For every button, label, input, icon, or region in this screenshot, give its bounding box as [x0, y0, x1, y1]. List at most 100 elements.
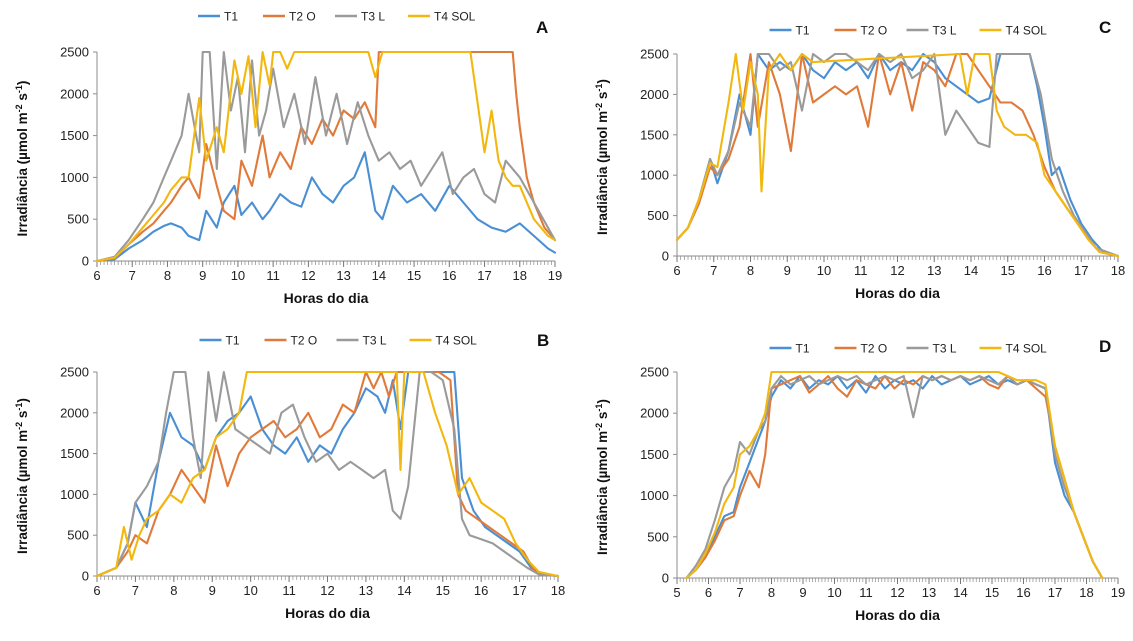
- legend-label: T4 SOL: [436, 334, 478, 348]
- series-line-t3-l: [95, 370, 560, 578]
- x-tick-label: 5: [673, 585, 680, 600]
- y-axis-title-part: -2: [594, 423, 604, 431]
- legend-label: T3 L: [933, 342, 957, 356]
- y-axis-title-part: s: [595, 412, 610, 423]
- y-axis-title-part: ): [595, 79, 610, 84]
- y-tick-label: 2000: [60, 405, 89, 420]
- y-tick-label: 2000: [640, 406, 669, 421]
- y-axis-title: Irradiância (µmol m-2 s-1): [594, 399, 610, 555]
- x-axis-title: Horas do dia: [855, 285, 940, 301]
- x-tick-label: 7: [710, 263, 717, 278]
- x-tick-label: 18: [551, 583, 565, 598]
- x-tick-label: 11: [282, 583, 296, 598]
- series-line-t1: [95, 370, 560, 578]
- x-tick-label: 12: [301, 268, 315, 283]
- y-tick-label: 2000: [640, 87, 669, 102]
- x-tick-label: 15: [436, 583, 450, 598]
- x-tick-label: 6: [705, 585, 712, 600]
- x-tick-label: 9: [799, 585, 806, 600]
- series-line-t2-o: [95, 370, 560, 578]
- y-tick-label: 0: [82, 254, 89, 269]
- y-axis-title-part: ): [15, 398, 30, 403]
- y-axis-title-part: s: [595, 92, 610, 103]
- x-axis-title: Horas do dia: [284, 290, 369, 306]
- series-line-t1: [685, 375, 1104, 580]
- legend-label: T2 O: [289, 10, 316, 24]
- legend-label: T1: [226, 334, 240, 348]
- x-tick-label: 7: [736, 585, 743, 600]
- panel-d: 5 6 7 8 9 10 11 12 13 14 15 16 17 18 19 0 500 1000 1500 200…: [594, 337, 1125, 623]
- series-line-t3-l: [685, 375, 1104, 580]
- x-tick-label: 12: [890, 585, 904, 600]
- y-tick-label: 2000: [60, 86, 89, 101]
- y-tick-label: 1500: [640, 447, 669, 462]
- x-tick-label: 16: [1016, 585, 1030, 600]
- panel-letter: A: [536, 18, 548, 37]
- x-tick-label: 12: [890, 263, 904, 278]
- series-line-t1: [95, 151, 557, 263]
- legend-label: T3 L: [361, 10, 385, 24]
- y-tick-label: 2500: [60, 45, 89, 60]
- x-tick-label: 8: [170, 583, 177, 598]
- y-axis-title-part: ): [15, 81, 30, 86]
- y-tick-label: 2500: [60, 365, 89, 380]
- x-tick-label: 10: [817, 263, 831, 278]
- x-tick-label: 11: [854, 263, 868, 278]
- series-line-t2-o: [95, 50, 557, 263]
- y-tick-label: 2500: [640, 365, 669, 380]
- legend-label: T4 SOL: [434, 10, 476, 24]
- x-axis-title: Horas do dia: [285, 605, 370, 621]
- y-axis-title-part: Irradiância (µmol m: [595, 111, 610, 235]
- x-tick-label: 14: [372, 268, 386, 283]
- x-tick-label: 17: [1048, 585, 1062, 600]
- legend-label: T2 O: [861, 342, 888, 356]
- y-axis-title: Irradiância (µmol m-2 s-1): [14, 81, 30, 237]
- x-tick-label: 8: [164, 268, 171, 283]
- panel-letter: C: [1099, 18, 1111, 37]
- x-tick-label: 19: [548, 268, 562, 283]
- x-tick-label: 9: [209, 583, 216, 598]
- x-tick-label: 6: [673, 263, 680, 278]
- y-tick-label: 500: [647, 208, 669, 223]
- series-line-t4-sol: [675, 52, 1120, 258]
- x-tick-label: 11: [266, 268, 280, 283]
- panel-letter: B: [537, 331, 549, 350]
- x-tick-label: 6: [93, 583, 100, 598]
- series-line-t2-o: [685, 375, 1104, 580]
- x-tick-label: 13: [336, 268, 350, 283]
- legend-label: T3 L: [933, 24, 957, 38]
- y-axis-title-part: -1: [14, 403, 24, 411]
- x-tick-label: 13: [922, 585, 936, 600]
- x-tick-label: 18: [1079, 585, 1093, 600]
- x-tick-label: 7: [129, 268, 136, 283]
- legend-label: T1: [224, 10, 238, 24]
- legend-label: T4 SOL: [1006, 24, 1048, 38]
- series-line-t4-sol: [95, 50, 557, 263]
- x-tick-label: 9: [199, 268, 206, 283]
- panel-c: 6 7 8 9 10 11 12 13 14 15 16 17 18 0 500 1000 1500 2000 25…: [594, 18, 1125, 301]
- x-tick-label: 16: [1037, 263, 1051, 278]
- y-axis-title: Irradiância (µmol m-2 s-1): [594, 79, 610, 235]
- x-tick-label: 16: [442, 268, 456, 283]
- y-axis-title-part: Irradiância (µmol m: [15, 430, 30, 554]
- y-tick-label: 1500: [640, 127, 669, 142]
- x-tick-label: 10: [243, 583, 257, 598]
- series-line-t4-sol: [95, 370, 560, 578]
- y-tick-label: 0: [662, 571, 669, 586]
- x-tick-label: 10: [231, 268, 245, 283]
- x-tick-label: 17: [512, 583, 526, 598]
- y-axis-title-part: ): [595, 399, 610, 404]
- x-tick-label: 14: [397, 583, 411, 598]
- y-tick-label: 1000: [640, 488, 669, 503]
- y-tick-label: 1000: [60, 487, 89, 502]
- x-tick-label: 9: [784, 263, 791, 278]
- series-line-t3-l: [95, 50, 557, 263]
- panel-letter: D: [1099, 337, 1111, 356]
- x-tick-label: 13: [359, 583, 373, 598]
- series-line-t4-sol: [685, 370, 1104, 580]
- x-tick-label: 19: [1111, 585, 1125, 600]
- y-tick-label: 1000: [640, 168, 669, 183]
- x-tick-label: 14: [964, 263, 978, 278]
- y-axis-title: Irradiância (µmol m-2 s-1): [14, 398, 30, 554]
- series-line-t3-l: [675, 52, 1120, 258]
